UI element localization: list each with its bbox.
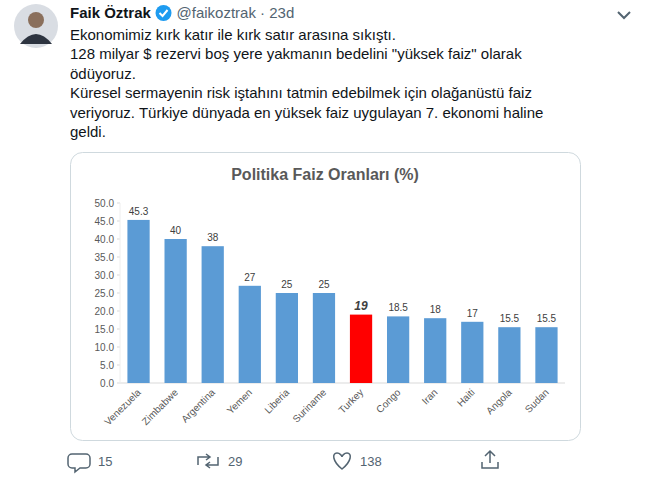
bar — [424, 318, 446, 383]
y-tick-label: 20.0 — [95, 306, 115, 317]
reply-count: 15 — [98, 454, 112, 469]
avatar-body — [20, 34, 52, 44]
y-tick-label: 40.0 — [95, 234, 115, 245]
data-label: 17 — [467, 308, 479, 319]
bar — [498, 327, 520, 383]
y-axis-line — [120, 203, 121, 383]
category-label: Congo — [374, 386, 403, 415]
y-tick-label: 35.0 — [95, 252, 115, 263]
category-label: Angola — [484, 386, 514, 416]
data-label: 15.5 — [537, 313, 557, 324]
bar — [239, 286, 261, 383]
bar — [387, 316, 409, 383]
bar — [313, 293, 335, 383]
avatar-bg — [14, 4, 58, 48]
category-label: Iran — [420, 387, 440, 407]
category-label: Zimbabwe — [140, 386, 181, 427]
category-label: Turkey — [336, 387, 365, 416]
tweet-screenshot: Faik Öztrak @faikoztrak · 23d Ekonomimiz k… — [0, 0, 652, 482]
tweet-line: veriyoruz. Türkiye dünyada en yüksek fai… — [70, 104, 543, 121]
tweet-line: ödüyoruz. — [70, 65, 136, 82]
author-name: Faik Öztrak — [70, 4, 152, 21]
data-label: 19 — [354, 299, 368, 313]
verified-badge — [156, 5, 172, 21]
data-label: 18.5 — [388, 302, 408, 313]
category-label: Argentina — [179, 386, 217, 424]
category-label: Sudan — [523, 387, 551, 415]
avatar-head — [28, 12, 44, 28]
category-label: Suriname — [290, 386, 328, 424]
chart-card — [71, 153, 581, 441]
bar — [165, 239, 187, 383]
chart-title: Politika Faiz Oranları (%) — [231, 166, 419, 183]
like-count: 138 — [360, 454, 382, 469]
y-tick-label: 45.0 — [95, 216, 115, 227]
y-tick-label: 30.0 — [95, 270, 115, 281]
retweet-count: 29 — [228, 454, 242, 469]
data-label: 15.5 — [500, 313, 520, 324]
share-icon[interactable] — [482, 451, 498, 468]
y-tick-label: 15.0 — [95, 324, 115, 335]
category-label: Liberia — [262, 386, 291, 415]
category-label: Yemen — [225, 387, 255, 417]
data-label: 40 — [170, 225, 182, 236]
category-label: Venezuela — [102, 386, 143, 427]
bars — [127, 220, 557, 383]
y-tick-label: 0.0 — [100, 378, 114, 389]
like-icon[interactable] — [334, 453, 351, 469]
data-label: 25 — [281, 279, 293, 290]
badge-circle — [156, 5, 172, 21]
bar — [127, 220, 149, 383]
bar — [276, 293, 298, 383]
menu-chevron[interactable] — [618, 12, 630, 18]
data-label: 25 — [318, 279, 330, 290]
data-label: 45.3 — [129, 206, 149, 217]
bar — [461, 322, 483, 383]
badge-check — [160, 10, 168, 16]
data-label: 38 — [207, 232, 219, 243]
avatar — [14, 4, 58, 48]
data-label: 27 — [244, 272, 256, 283]
y-tick-label: 10.0 — [95, 342, 115, 353]
author-meta: @faikoztrak · 23d — [177, 4, 295, 21]
retweet-icon[interactable] — [198, 454, 218, 468]
tweet-line: Ekonomimiz kırk katır ile kırk satır ara… — [70, 26, 396, 43]
bar — [535, 327, 557, 383]
bar — [350, 315, 372, 383]
reply-icon[interactable] — [68, 454, 90, 472]
chart: Politika Faiz Oranları (%) 0.0 5.0 10.0 15.0… — [95, 166, 565, 427]
y-tick-label: 50.0 — [95, 198, 115, 209]
tweet-line: 128 milyar $ rezervi boş yere yakmanın b… — [70, 45, 522, 62]
tweet-line: Küresel sermayenin risk iştahını tatmin … — [70, 84, 532, 101]
bar — [202, 246, 224, 383]
category-label: Haiti — [455, 387, 477, 409]
y-tick-label: 25.0 — [95, 288, 115, 299]
actions: 15 29 138 — [68, 451, 498, 472]
tweet-line: geldi. — [70, 123, 106, 140]
data-label: 18 — [430, 304, 442, 315]
y-tick-label: 5.0 — [100, 360, 114, 371]
